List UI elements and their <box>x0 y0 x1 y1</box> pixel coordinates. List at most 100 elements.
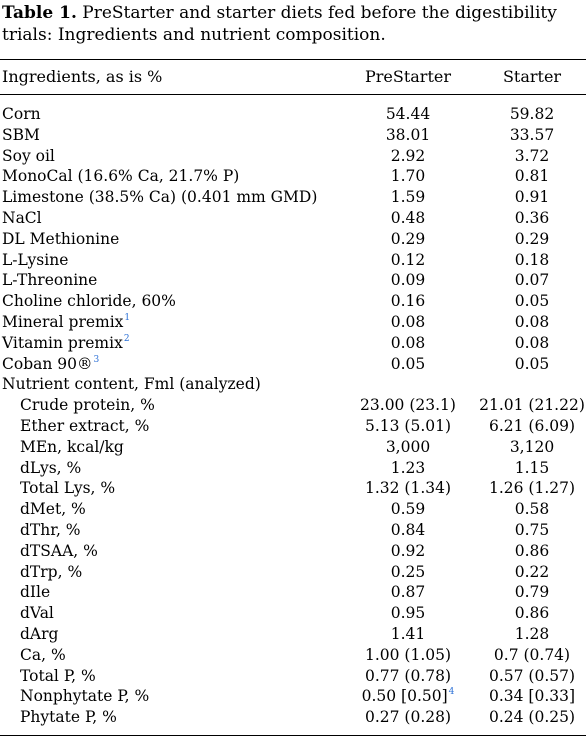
row-label-text: NaCl <box>2 208 42 227</box>
table-row: Mineral premix1 0.08 0.08 <box>0 312 586 333</box>
prestarter-value-text: 0.50 [0.50] <box>361 687 448 706</box>
prestarter-value: 0.08 <box>340 333 476 354</box>
table-row: MonoCal (16.6% Ca, 21.7% P) 1.70 0.81 <box>0 166 586 187</box>
prestarter-value-text: 0.29 <box>390 229 426 248</box>
prestarter-value-text: 0.59 <box>390 500 426 519</box>
starter-value: 0.58 <box>514 500 550 519</box>
row-label-text: Mineral premix <box>2 312 124 331</box>
prestarter-value: 5.13 (5.01) <box>340 416 476 437</box>
starter-value: 0.29 <box>514 229 550 248</box>
prestarter-value: 1.23 <box>340 458 476 479</box>
prestarter-value-text: 23.00 (23.1) <box>360 396 456 415</box>
starter-value: 0.86 <box>514 604 550 623</box>
starter-value: 21.01 (21.22) <box>479 396 585 415</box>
row-label-text: dMet, % <box>20 500 86 519</box>
row-label: Limestone (38.5% Ca) (0.401 mm GMD) <box>2 187 317 208</box>
row-label-text: Vitamin premix <box>2 333 123 352</box>
table-row: dIle 0.87 0.79 <box>0 582 586 603</box>
prestarter-value: 0.48 <box>340 208 476 229</box>
table-row: dThr, % 0.84 0.75 <box>0 520 586 541</box>
row-label: Phytate P, % <box>20 707 117 728</box>
table-caption-text: PreStarter and starter diets fed before … <box>2 3 557 45</box>
table-row: Soy oil 2.92 3.72 <box>0 146 586 167</box>
prestarter-value: 1.00 (1.05) <box>340 645 476 666</box>
prestarter-value-text: 0.08 <box>390 333 426 352</box>
table-body: Corn 54.44 59.82 SBM 38.01 33.57 Soy oil 2.92 3.… <box>0 104 586 728</box>
row-label-text: dVal <box>20 604 54 623</box>
row-label-text: Crude protein, % <box>20 396 155 415</box>
footnote-marker[interactable]: 1 <box>124 312 131 323</box>
table-row: Total Lys, % 1.32 (1.34) 1.26 (1.27) <box>0 478 586 499</box>
table-row: L-Threonine 0.09 0.07 <box>0 270 586 291</box>
row-label: dMet, % <box>20 499 86 520</box>
prestarter-value: 3,000 <box>340 437 476 458</box>
table-row: MEn, kcal/kg 3,000 3,120 <box>0 437 586 458</box>
starter-value: 0.7 (0.74) <box>493 645 571 664</box>
row-label: DL Methionine <box>2 229 119 250</box>
row-label-text: Phytate P, % <box>20 708 117 727</box>
prestarter-value-text: 1.32 (1.34) <box>364 479 452 498</box>
header-rule <box>0 94 586 95</box>
starter-value: 6.21 (6.09) <box>488 416 576 435</box>
footnote-marker[interactable]: 3 <box>93 354 100 365</box>
row-label: Total P, % <box>20 666 96 687</box>
prestarter-value: 0.25 <box>340 562 476 583</box>
starter-value: 0.07 <box>514 271 550 290</box>
prestarter-value-text: 1.70 <box>390 167 426 186</box>
prestarter-value-text: 0.05 <box>390 354 426 373</box>
row-label-text: Nonphytate P, % <box>20 687 150 706</box>
starter-value: 0.22 <box>514 562 550 581</box>
starter-value: 0.08 <box>514 312 550 331</box>
row-label: dArg <box>20 624 58 645</box>
row-label: dLys, % <box>20 458 81 479</box>
prestarter-value: 0.50 [0.50]4 <box>340 686 476 707</box>
prestarter-value-text: 0.16 <box>390 292 426 311</box>
prestarter-value: 0.59 <box>340 499 476 520</box>
starter-value: 0.08 <box>514 333 550 352</box>
table-row: dTrp, % 0.25 0.22 <box>0 562 586 583</box>
header-ingredients: Ingredients, as is % <box>2 67 163 86</box>
table-row: dMet, % 0.59 0.58 <box>0 499 586 520</box>
table-row: dTSAA, % 0.92 0.86 <box>0 541 586 562</box>
table-row: Ca, % 1.00 (1.05) 0.7 (0.74) <box>0 645 586 666</box>
prestarter-value: 0.29 <box>340 229 476 250</box>
prestarter-value-text: 0.95 <box>390 604 426 623</box>
starter-value: 0.81 <box>514 167 550 186</box>
prestarter-value: 1.32 (1.34) <box>340 478 476 499</box>
row-label-text: Ca, % <box>20 645 66 664</box>
prestarter-value: 0.95 <box>340 603 476 624</box>
prestarter-value-text: 54.44 <box>385 105 431 123</box>
row-label: L-Threonine <box>2 270 97 291</box>
row-label: Ca, % <box>20 645 66 666</box>
table-header: Ingredients, as is % PreStarter Starter <box>0 65 586 89</box>
footnote-marker[interactable]: 4 <box>448 687 455 698</box>
prestarter-value-text: 0.27 (0.28) <box>364 708 452 727</box>
prestarter-value: 0.27 (0.28) <box>340 707 476 728</box>
starter-value: 0.05 <box>514 292 550 311</box>
prestarter-value-text: 0.09 <box>390 271 426 290</box>
starter-value: 1.15 <box>514 458 550 477</box>
prestarter-value: 0.16 <box>340 291 476 312</box>
prestarter-value: 0.09 <box>340 270 476 291</box>
starter-value: 0.34 [0.33] <box>488 687 576 706</box>
section-row: Nutrient content, Fml (analyzed) <box>0 374 586 395</box>
row-label-text: dTSAA, % <box>20 541 98 560</box>
table-row: DL Methionine 0.29 0.29 <box>0 229 586 250</box>
row-label-text: L-Lysine <box>2 250 69 269</box>
starter-value: 0.91 <box>514 188 550 207</box>
table-row: Phytate P, % 0.27 (0.28) 0.24 (0.25) <box>0 707 586 728</box>
prestarter-value: 0.05 <box>340 354 476 375</box>
prestarter-value-text: 0.12 <box>390 250 426 269</box>
prestarter-value: 0.08 <box>340 312 476 333</box>
prestarter-value-text: 0.84 <box>390 520 426 539</box>
prestarter-value-text: 5.13 (5.01) <box>364 416 452 435</box>
row-label: Soy oil <box>2 146 55 167</box>
row-label: Coban 90®3 <box>2 354 99 375</box>
starter-value: 0.75 <box>514 520 550 539</box>
table-row: Crude protein, % 23.00 (23.1) 21.01 (21.22… <box>0 395 586 416</box>
prestarter-value-text: 0.92 <box>390 541 426 560</box>
row-label: MEn, kcal/kg <box>20 437 124 458</box>
footnote-marker[interactable]: 2 <box>123 333 130 344</box>
row-label: dTSAA, % <box>20 541 98 562</box>
prestarter-value: 2.92 <box>340 146 476 167</box>
